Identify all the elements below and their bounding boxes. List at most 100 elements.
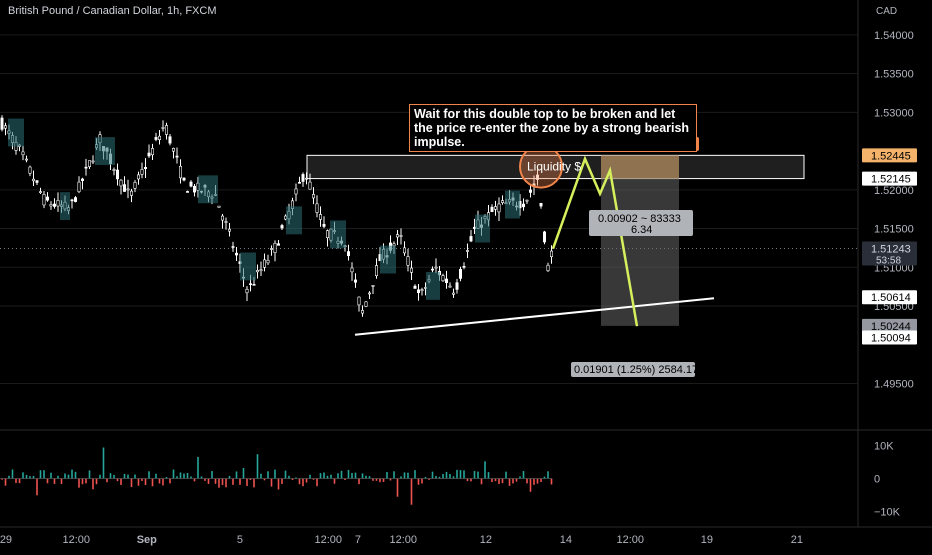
volume-bar: [281, 478, 283, 484]
candle-body: [84, 166, 88, 169]
volume-bar: [536, 478, 539, 484]
volume-bar: [526, 478, 528, 484]
candle-body: [158, 135, 162, 140]
volume-bar: [246, 478, 248, 486]
volume-bar: [312, 478, 315, 480]
volume-bar: [8, 475, 10, 479]
volume-bar: [242, 468, 245, 479]
price-tag: 1.50614: [871, 292, 911, 304]
volume-bar: [235, 471, 238, 479]
volume-bar: [480, 478, 483, 485]
volume-bar: [291, 478, 294, 480]
volume-bar: [347, 469, 350, 479]
measure-box-top: [601, 155, 679, 179]
volume-bar: [382, 478, 385, 482]
volume-bar: [522, 471, 525, 479]
volume-bar: [1, 478, 3, 480]
volume-bar: [319, 473, 322, 479]
volume-bar: [298, 478, 301, 485]
candle-body: [266, 259, 270, 264]
volume-bar: [32, 475, 35, 479]
symbol-title: British Pound / Canadian Dollar, 1h, FXC…: [8, 5, 217, 17]
candle-body: [448, 285, 452, 288]
volume-bar: [547, 471, 549, 479]
candle-body: [353, 279, 357, 283]
volume-bar: [354, 472, 357, 479]
candle-body: [116, 169, 120, 180]
volume-bar: [207, 478, 210, 484]
volume-bar: [533, 478, 535, 485]
trendline: [354, 297, 715, 336]
candle-body: [186, 191, 190, 193]
volume-bar: [393, 471, 395, 479]
x-tick-label: 12:00: [390, 534, 418, 546]
volume-bar: [484, 461, 486, 479]
candle-body: [392, 243, 396, 247]
x-tick-label: 12:00: [63, 534, 91, 546]
volume-bar: [239, 478, 241, 485]
volume-bar: [81, 478, 84, 485]
volume-bar: [288, 475, 290, 479]
candle-body: [444, 278, 448, 284]
volume-bar: [323, 472, 325, 479]
volume-tick-label: −10K: [874, 507, 901, 519]
volume-bar: [64, 473, 66, 479]
volume-bar: [15, 478, 17, 484]
candle-body: [346, 251, 350, 257]
volume-bar: [151, 478, 154, 487]
volume-bar: [123, 473, 126, 479]
volume-bar: [18, 478, 21, 484]
order-block: [380, 245, 396, 274]
volume-bar: [228, 475, 231, 479]
candle-body: [52, 203, 56, 207]
volume-bar: [337, 473, 339, 479]
volume-bar: [179, 472, 182, 479]
volume-bar: [214, 478, 217, 484]
candle-body: [228, 228, 232, 232]
candle-body: [81, 178, 85, 181]
x-tick-label: 29: [0, 534, 12, 546]
price-tag-bg: [862, 148, 917, 163]
price-tag: 1.50094: [871, 332, 911, 344]
volume-bar: [309, 474, 311, 479]
candle-body: [126, 188, 130, 191]
volume-bar: [330, 474, 332, 479]
box-label-1: 0.00902 ~ 83333: [598, 213, 681, 225]
candle-body: [413, 285, 417, 289]
candle-body: [168, 136, 172, 144]
zone-label: Liquidity $: [527, 159, 581, 173]
volume-bar: [326, 475, 329, 479]
volume-bar: [43, 470, 45, 479]
volume-bar: [302, 478, 304, 487]
candle-body: [193, 185, 197, 193]
volume-bar: [11, 469, 14, 479]
volume-bar: [344, 478, 346, 481]
volume-bar: [274, 469, 276, 479]
order-block: [286, 206, 302, 235]
candle-body: [276, 243, 280, 246]
volume-bar: [109, 473, 112, 479]
candle-body: [224, 221, 228, 223]
box-label-2: 6.34: [631, 224, 652, 236]
candle-body: [130, 190, 134, 196]
candle-body: [294, 188, 298, 195]
candle-body: [395, 234, 399, 238]
volume-bar: [379, 478, 381, 483]
y-tick-label: 1.51500: [874, 224, 914, 236]
candle-body: [525, 199, 529, 202]
volume-bar: [417, 478, 420, 485]
volume-bar: [477, 471, 479, 479]
candle-body: [371, 284, 375, 287]
candle-body: [273, 242, 277, 253]
candle-body: [42, 194, 46, 206]
x-tick-label: 12: [480, 534, 492, 546]
volume-bar: [225, 478, 227, 488]
price-tag-bg: [862, 171, 917, 186]
candle-body: [88, 160, 92, 167]
candle-body: [430, 268, 434, 271]
volume-bar: [25, 474, 28, 479]
volume-bar: [410, 478, 413, 505]
volume-bar: [120, 478, 122, 485]
